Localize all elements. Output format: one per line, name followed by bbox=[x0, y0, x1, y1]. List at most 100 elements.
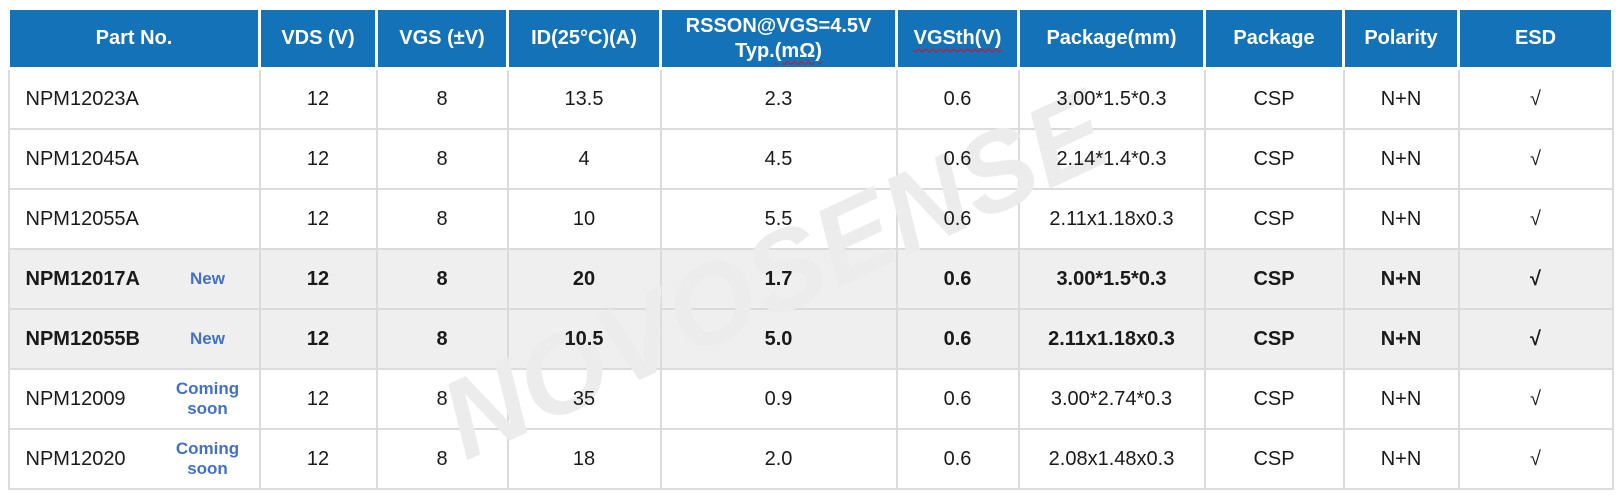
cell-value: 13.5 bbox=[564, 87, 604, 110]
cell-value: 12 bbox=[306, 447, 330, 470]
cell-package_mm: 2.11x1.18x0.3 bbox=[1017, 308, 1206, 370]
column-header-vgs: VGS (±V) bbox=[375, 7, 509, 70]
cell-value: CSP bbox=[1253, 147, 1295, 170]
cell-package_mm: 2.11x1.18x0.3 bbox=[1017, 188, 1206, 250]
cell-id: 10 bbox=[506, 188, 662, 250]
cell-value: CSP bbox=[1253, 267, 1295, 290]
cell-package: CSP bbox=[1203, 67, 1345, 130]
column-header-vds: VDS (V) bbox=[258, 7, 378, 70]
cell-value: 0.9 bbox=[764, 387, 793, 410]
cell-id: 10.5 bbox=[506, 308, 662, 370]
cell-value: 0.6 bbox=[943, 327, 972, 350]
part-number: NPM12023A bbox=[25, 87, 139, 110]
part-number: NPM12017A bbox=[25, 267, 141, 290]
cell-value: CSP bbox=[1253, 327, 1295, 350]
cell-vds: 12 bbox=[258, 188, 378, 250]
column-header-package-mm: Package(mm) bbox=[1017, 7, 1206, 70]
cell-value: N+N bbox=[1380, 87, 1422, 110]
cell-vgs: 8 bbox=[375, 248, 509, 310]
cell-value: N+N bbox=[1380, 147, 1422, 170]
column-header-polarity: Polarity bbox=[1342, 7, 1460, 70]
cell-value: N+N bbox=[1380, 207, 1422, 230]
cell-value: 12 bbox=[306, 267, 330, 290]
cell-rsson: 4.5 bbox=[659, 128, 898, 190]
table-row: NPM12055B New 12 8 10.5 5.0 0.6 2.11x1.18x0.3 CS… bbox=[7, 308, 1614, 370]
cell-part-no: NPM12023A bbox=[7, 67, 261, 130]
cell-value: 2.11x1.18x0.3 bbox=[1049, 207, 1174, 230]
cell-value: 3.00*2.74*0.3 bbox=[1050, 387, 1173, 410]
cell-vgsth: 0.6 bbox=[895, 428, 1020, 490]
cell-package: CSP bbox=[1203, 248, 1345, 310]
cell-vgsth: 0.6 bbox=[895, 308, 1020, 370]
cell-value: CSP bbox=[1253, 447, 1295, 470]
cell-value: 3.00*1.5*0.3 bbox=[1056, 87, 1167, 110]
cell-polarity: N+N bbox=[1342, 428, 1460, 490]
cell-value: 2.3 bbox=[764, 87, 793, 110]
cell-value: CSP bbox=[1253, 87, 1295, 110]
cell-value: 8 bbox=[436, 87, 448, 110]
status-badge: New bbox=[190, 329, 225, 349]
cell-value: √ bbox=[1530, 87, 1541, 110]
cell-part-no: NPM12055A bbox=[7, 188, 261, 250]
cell-polarity: N+N bbox=[1342, 308, 1460, 370]
cell-package_mm: 3.00*1.5*0.3 bbox=[1017, 67, 1206, 130]
column-header-id: ID(25°C)(A) bbox=[506, 7, 662, 70]
cell-vgsth: 0.6 bbox=[895, 368, 1020, 430]
cell-rsson: 5.5 bbox=[659, 188, 898, 250]
cell-vds: 12 bbox=[258, 248, 378, 310]
table-body: NPM12023A 12 8 13.5 2.3 0.6 3.00*1.5*0.3 CSP N+N… bbox=[7, 67, 1614, 490]
cell-value: 0.6 bbox=[943, 267, 972, 290]
cell-id: 20 bbox=[506, 248, 662, 310]
cell-value: 35 bbox=[572, 387, 596, 410]
cell-value: N+N bbox=[1380, 387, 1422, 410]
cell-value: 8 bbox=[436, 387, 448, 410]
column-header-package: Package bbox=[1203, 7, 1345, 70]
cell-value: 8 bbox=[436, 207, 448, 230]
cell-vgs: 8 bbox=[375, 368, 509, 430]
cell-package: CSP bbox=[1203, 128, 1345, 190]
cell-value: CSP bbox=[1253, 387, 1295, 410]
rsson-header-line2: Typ.(mΩ) bbox=[735, 39, 822, 62]
cell-polarity: N+N bbox=[1342, 67, 1460, 130]
cell-esd: √ bbox=[1457, 248, 1614, 310]
column-header-esd: ESD bbox=[1457, 7, 1614, 70]
cell-esd: √ bbox=[1457, 308, 1614, 370]
cell-value: 12 bbox=[306, 387, 330, 410]
cell-package_mm: 3.00*1.5*0.3 bbox=[1017, 248, 1206, 310]
cell-value: CSP bbox=[1253, 207, 1295, 230]
cell-part-no: NPM12020 Coming soon bbox=[7, 428, 261, 490]
cell-id: 13.5 bbox=[506, 67, 662, 130]
cell-value: 8 bbox=[436, 267, 448, 290]
cell-part-no: NPM12055B New bbox=[7, 308, 261, 370]
cell-value: 4 bbox=[578, 147, 590, 170]
cell-rsson: 2.0 bbox=[659, 428, 898, 490]
status-badge: Coming soon bbox=[175, 379, 240, 418]
header-row: Part No. VDS (V) VGS (±V) ID(25°C)(A) RS… bbox=[7, 7, 1614, 70]
cell-id: 35 bbox=[506, 368, 662, 430]
cell-esd: √ bbox=[1457, 368, 1614, 430]
cell-value: 0.6 bbox=[943, 207, 972, 230]
table-row: NPM12045A 12 8 4 4.5 0.6 2.14*1.4*0.3 CSP N+N √ bbox=[7, 128, 1614, 190]
column-header-part-no: Part No. bbox=[7, 7, 261, 70]
cell-vds: 12 bbox=[258, 308, 378, 370]
cell-value: 0.6 bbox=[943, 147, 972, 170]
cell-value: √ bbox=[1530, 387, 1541, 410]
column-header-vgsth: VGSth(V) bbox=[895, 7, 1020, 70]
table-header: Part No. VDS (V) VGS (±V) ID(25°C)(A) RS… bbox=[7, 7, 1614, 70]
cell-value: 5.0 bbox=[764, 327, 793, 350]
cell-esd: √ bbox=[1457, 67, 1614, 130]
cell-value: N+N bbox=[1380, 327, 1422, 350]
cell-value: √ bbox=[1530, 207, 1541, 230]
table-row: NPM12009 Coming soon 12 8 35 0.9 0.6 3.00*2.74*… bbox=[7, 368, 1614, 430]
cell-id: 18 bbox=[506, 428, 662, 490]
cell-value: 0.6 bbox=[943, 447, 972, 470]
cell-package_mm: 3.00*2.74*0.3 bbox=[1017, 368, 1206, 430]
cell-package_mm: 2.08x1.48x0.3 bbox=[1017, 428, 1206, 490]
mosfet-spec-table: Part No. VDS (V) VGS (±V) ID(25°C)(A) RS… bbox=[7, 7, 1614, 490]
table-row: NPM12055A 12 8 10 5.5 0.6 2.11x1.18x0.3 CSP N+N √ bbox=[7, 188, 1614, 250]
cell-polarity: N+N bbox=[1342, 188, 1460, 250]
cell-value: 10.5 bbox=[564, 327, 604, 350]
cell-part-no: NPM12045A bbox=[7, 128, 261, 190]
cell-value: 2.14*1.4*0.3 bbox=[1056, 147, 1167, 170]
